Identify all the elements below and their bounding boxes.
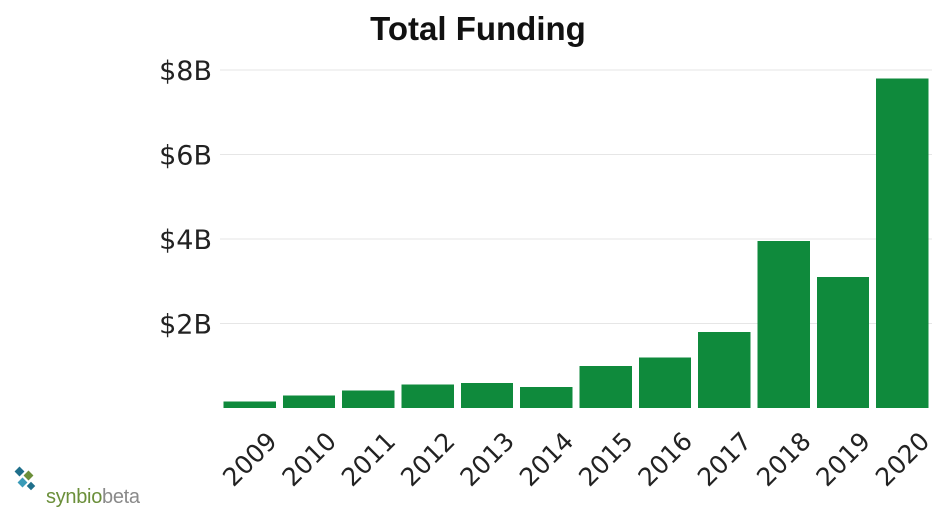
bar-2011 bbox=[342, 390, 395, 408]
y-tick-label: $6B bbox=[159, 141, 212, 172]
bar-2017 bbox=[698, 331, 751, 408]
bar-2009 bbox=[223, 401, 276, 408]
x-tick-label: 2011 bbox=[336, 426, 401, 491]
x-tick-label: 2012 bbox=[395, 426, 460, 491]
x-tick-label: 2014 bbox=[514, 426, 579, 491]
x-tick-label: 2010 bbox=[276, 426, 341, 491]
y-tick-label: $2B bbox=[159, 310, 212, 341]
x-tick-label: 2020 bbox=[870, 426, 935, 491]
x-tick-label: 2017 bbox=[692, 426, 757, 491]
y-axis-ticks: $2B $4B $6B $8B bbox=[159, 56, 212, 341]
bar-2015 bbox=[579, 365, 632, 408]
bars bbox=[223, 78, 929, 408]
gridlines bbox=[220, 69, 932, 324]
bar-2018 bbox=[757, 241, 810, 408]
bar-2016 bbox=[638, 357, 692, 408]
bar-2013 bbox=[460, 383, 514, 408]
chart-title: Total Funding bbox=[370, 10, 586, 47]
bar-2019 bbox=[816, 277, 870, 408]
x-tick-label: 2018 bbox=[751, 426, 816, 491]
logo-name: synbio bbox=[46, 486, 103, 508]
synbiobeta-logo: synbiobeta bbox=[14, 466, 154, 510]
bar-2010 bbox=[282, 395, 336, 408]
x-tick-label: 2013 bbox=[454, 426, 519, 491]
bar-2012 bbox=[401, 384, 454, 408]
y-tick-label: $4B bbox=[159, 225, 212, 256]
x-tick-label: 2016 bbox=[632, 426, 697, 491]
x-tick-label: 2009 bbox=[217, 426, 282, 491]
bar-2014 bbox=[520, 386, 573, 408]
x-tick-label: 2019 bbox=[810, 426, 875, 491]
helix-icon bbox=[14, 466, 36, 491]
logo-wordmark: synbiobeta bbox=[46, 486, 140, 509]
bar-2020 bbox=[876, 78, 929, 408]
x-axis-ticks: 2009201020112012201320142015201620172018… bbox=[217, 426, 935, 491]
logo-suffix: beta bbox=[102, 486, 140, 508]
x-tick-label: 2015 bbox=[573, 426, 638, 491]
y-tick-label: $8B bbox=[159, 56, 212, 87]
